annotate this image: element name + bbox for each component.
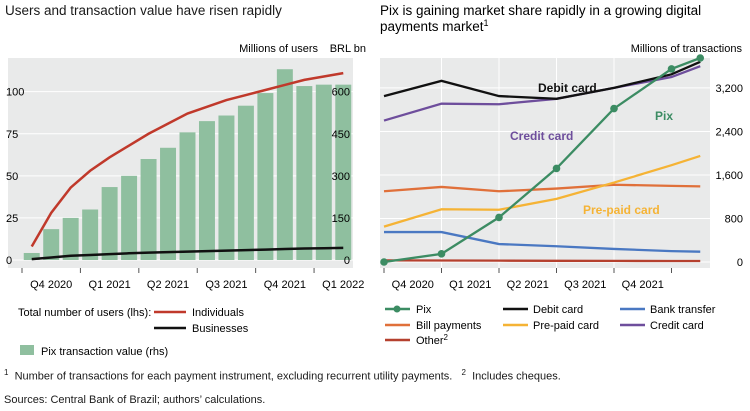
left-ytick-25: 25	[6, 213, 18, 225]
legend-heading: Total number of users (lhs):	[18, 307, 151, 319]
left-xtick-q1-2021: Q1 2021	[89, 279, 131, 291]
left-ytick-50: 50	[6, 171, 18, 183]
legend-bars-swatch	[20, 345, 34, 355]
marker-pix	[610, 104, 618, 113]
right-xtick-q4-2021: Q4 2021	[622, 279, 664, 291]
legend-bars-label: Pix transaction value (rhs)	[41, 346, 168, 358]
right-xtick-q3-2021: Q3 2021	[564, 279, 606, 291]
line-debit-card	[383, 60, 701, 100]
marker-pix	[667, 65, 676, 73]
line-bank-transfer	[384, 230, 701, 253]
right-chart-axis-unit: Millions of transactions	[631, 43, 743, 55]
bar-jan-2022	[296, 86, 313, 260]
right-ytick-450: 450	[332, 129, 350, 141]
bar-dec-2020	[43, 229, 60, 260]
right-ytick-600: 600	[332, 87, 350, 99]
right-axis-unit: BRL bn	[330, 43, 366, 55]
legend-debit-label: Debit card	[533, 304, 583, 316]
bar-oct-2021	[237, 105, 254, 260]
right-legend: Pix Debit card Bank transfer Bill paymen…	[385, 304, 716, 347]
bar-feb-2021	[82, 209, 99, 260]
right-chart-ytick-2-400: 2,400	[715, 126, 743, 138]
right-chart-title-line2: payments market1	[380, 18, 489, 34]
right-grid	[380, 58, 710, 268]
label-prepaid-card: Pre-paid card	[583, 203, 660, 217]
left-ytick-75: 75	[6, 129, 18, 141]
legend-bill-label: Bill payments	[416, 320, 482, 332]
label-pix: Pix	[655, 109, 673, 123]
label-credit-card: Credit card	[510, 129, 573, 143]
left-xtick-q1-2022: Q1 2022	[322, 279, 364, 291]
bar-nov-2021	[257, 93, 274, 260]
bar-jun-2021	[160, 147, 177, 260]
right-chart-title-line1: Pix is gaining market share rapidly in a…	[380, 3, 701, 18]
left-xtick-q3-2021: Q3 2021	[205, 279, 247, 291]
marker-pix	[380, 258, 388, 266]
line-other	[383, 259, 701, 263]
legend-pix-label: Pix	[416, 304, 432, 316]
user-lines	[30, 71, 344, 261]
sources: Sources: Central Bank of Brazil; authors…	[4, 394, 266, 406]
right-chart-ytick-1-600: 1,600	[715, 170, 743, 182]
bar-jul-2021	[179, 132, 196, 260]
right-xtick-q1-2021: Q1 2021	[449, 279, 491, 291]
line-businesses	[31, 246, 344, 261]
legend-bank-transfer-label: Bank transfer	[650, 304, 716, 316]
left-xtick-q4-2020: Q4 2020	[30, 279, 72, 291]
bar-apr-2021	[121, 175, 138, 260]
bar-mar-2022	[335, 84, 352, 261]
line-individuals	[30, 71, 344, 248]
marker-pix	[696, 54, 705, 62]
payment-lines	[380, 54, 705, 266]
right-y-ticks: 0 800 1,600 2,400 3,200	[715, 83, 743, 269]
legend-credit-label: Credit card	[650, 320, 704, 332]
marker-pix	[495, 213, 503, 222]
line-bill-payments	[383, 183, 701, 193]
right-ytick-300: 300	[332, 171, 350, 183]
legend-individuals-label: Individuals	[192, 307, 244, 319]
bar-sep-2021	[218, 115, 235, 260]
marker-pix	[437, 250, 446, 258]
bar-dec-2021	[276, 69, 293, 260]
right-chart-ytick-800: 800	[725, 213, 743, 225]
bar-may-2021	[140, 159, 157, 260]
marker-pix	[552, 164, 561, 173]
footnote-1: 1 Number of transactions for each paymen…	[4, 368, 561, 383]
left-xtick-q4-2021: Q4 2021	[264, 279, 306, 291]
bar-aug-2021	[198, 121, 215, 260]
right-chart-ytick-0: 0	[737, 257, 743, 269]
bar-jan-2021	[62, 217, 79, 260]
right-ytick-150: 150	[332, 213, 350, 225]
label-debit-card: Debit card	[538, 81, 597, 95]
bar-mar-2021	[101, 187, 118, 260]
bar-nov-2020	[23, 252, 40, 260]
legend-pix-marker	[393, 305, 401, 313]
left-ytick-0: 0	[6, 255, 12, 267]
left-axis-unit: Millions of users	[239, 43, 318, 55]
right-x-ticks: Q4 2020 Q1 2021 Q2 2021 Q3 2021 Q4 2021	[383, 268, 672, 291]
right-chart-ytick-3-200: 3,200	[715, 83, 743, 95]
right-xtick-q4-2020: Q4 2020	[392, 279, 434, 291]
pix-value-bars	[23, 69, 352, 261]
right-ytick-0: 0	[344, 255, 350, 267]
left-y-ticks: 0 25 50 75 100 0 150 300 450 600	[6, 87, 350, 267]
left-ytick-100: 100	[6, 87, 24, 99]
left-x-ticks: Q4 2020 Q1 2021 Q2 2021 Q3 2021 Q4 2021 Q1 20…	[21, 268, 364, 291]
right-xtick-q2-2021: Q2 2021	[507, 279, 549, 291]
legend-businesses-label: Businesses	[192, 323, 249, 335]
legend-other-label: Other2	[416, 333, 449, 347]
line-pre-paid-card	[383, 154, 701, 228]
left-xtick-q2-2021: Q2 2021	[147, 279, 189, 291]
left-chart-title: Users and transaction value have risen r…	[5, 3, 282, 18]
bar-feb-2022	[315, 84, 332, 261]
legend-prepaid-label: Pre-paid card	[533, 320, 599, 332]
